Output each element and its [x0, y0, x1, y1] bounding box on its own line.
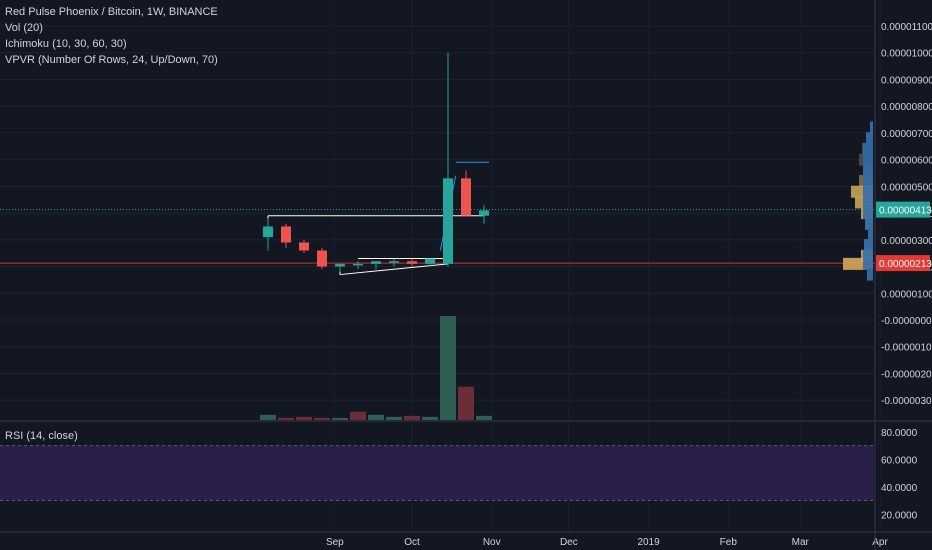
volume-bar: [368, 414, 384, 420]
volume-bar: [278, 417, 294, 420]
candle-body: [299, 242, 309, 251]
volume-profile-bar-up: [863, 207, 873, 220]
price-tick-label: 0.00000800: [881, 102, 932, 113]
chart-legend: Red Pulse Phoenix / Bitcoin, 1W, BINANCE…: [5, 4, 218, 68]
volume-profile-bar-up: [868, 228, 873, 241]
volume-profile-bar-up: [863, 175, 873, 188]
volume-profile-bar-up: [870, 121, 873, 134]
candle-body: [407, 261, 417, 264]
volume-bar: [404, 415, 420, 420]
volume-profile-bar-up: [863, 153, 873, 166]
candle-body: [335, 263, 345, 267]
volume-profile-bar-up: [863, 142, 873, 155]
legend-volume[interactable]: Vol (20): [5, 22, 43, 34]
candle-body: [317, 250, 327, 267]
time-tick-label: Dec: [560, 537, 578, 548]
volume-profile-bar-up: [863, 196, 873, 209]
candle-body: [479, 210, 489, 216]
time-tick-label: Mar: [792, 537, 810, 548]
price-tick-label: 0.00000600: [881, 156, 932, 167]
candle-body: [461, 178, 471, 216]
time-tick-label: Oct: [404, 537, 420, 548]
volume-profile-bar-up: [863, 249, 873, 262]
price-tick-label: 0.00000100: [881, 289, 932, 300]
time-tick-label: Sep: [326, 537, 344, 548]
rsi-tick-label: 40.0000: [881, 483, 918, 494]
time-tick-label: 2019: [637, 537, 660, 548]
volume-bar: [458, 386, 474, 420]
price-tick-label: 0.00000500: [881, 182, 932, 193]
volume-bar: [260, 414, 276, 420]
current-price-label: 0.00000413: [879, 206, 932, 217]
current-price-label-bg: [876, 201, 930, 218]
price-tick-label: -0.00000000: [881, 316, 932, 327]
time-tick-label: Feb: [720, 537, 738, 548]
rsi-tick-label: 60.0000: [881, 455, 918, 466]
volume-bar: [350, 411, 366, 420]
candle-body: [353, 263, 363, 266]
volume-profile-bar-up: [863, 185, 873, 198]
price-tick-label: 0.00000900: [881, 75, 932, 86]
candle-body: [443, 178, 453, 264]
volume-profile-bar-up: [866, 132, 873, 145]
legend-vpvr[interactable]: VPVR (Number Of Rows, 24, Up/Down, 70): [5, 54, 218, 66]
price-tick-label: -0.00000300: [881, 396, 932, 407]
price-tick-label: 0.00000700: [881, 129, 932, 140]
time-tick-label: Nov: [483, 537, 501, 548]
price-tick-label: -0.00000100: [881, 343, 932, 354]
candle-body: [389, 261, 399, 263]
volume-bar: [476, 415, 492, 420]
volume-profile-bar-up: [865, 217, 873, 230]
price-tick-label: 0.00001000: [881, 49, 932, 60]
time-tick-label: Apr: [872, 537, 888, 548]
legend-ichimoku[interactable]: Ichimoku (10, 30, 60, 30): [5, 38, 127, 50]
volume-bar: [422, 416, 438, 420]
reference-price-label-bg: [876, 255, 930, 272]
volume-bar: [386, 416, 402, 420]
candle-body: [371, 261, 381, 264]
candle-body: [263, 226, 273, 238]
volume-profile-bar-up: [863, 164, 873, 177]
volume-profile-bar-up: [864, 239, 873, 252]
candle-body: [281, 226, 291, 243]
rsi-tick-label: 80.0000: [881, 428, 918, 439]
volume-bar: [296, 416, 312, 420]
price-tick-label: 0.00000300: [881, 236, 932, 247]
reference-price-label: 0.00000213: [879, 259, 932, 270]
legend-symbol[interactable]: Red Pulse Phoenix / Bitcoin, 1W, BINANCE: [5, 6, 218, 18]
volume-bar: [314, 417, 330, 420]
price-tick-label: 0.00001100: [881, 22, 932, 33]
rsi-band: [0, 445, 875, 501]
rsi-tick-label: 20.0000: [881, 510, 918, 521]
volume-bar: [332, 417, 348, 420]
volume-profile-bar-up: [867, 268, 873, 281]
rsi-title[interactable]: RSI (14, close): [5, 430, 78, 442]
volume-profile-bar-up: [863, 257, 873, 270]
candle-body: [425, 258, 435, 264]
volume-bar: [440, 316, 456, 420]
price-tick-label: -0.00000200: [881, 369, 932, 380]
